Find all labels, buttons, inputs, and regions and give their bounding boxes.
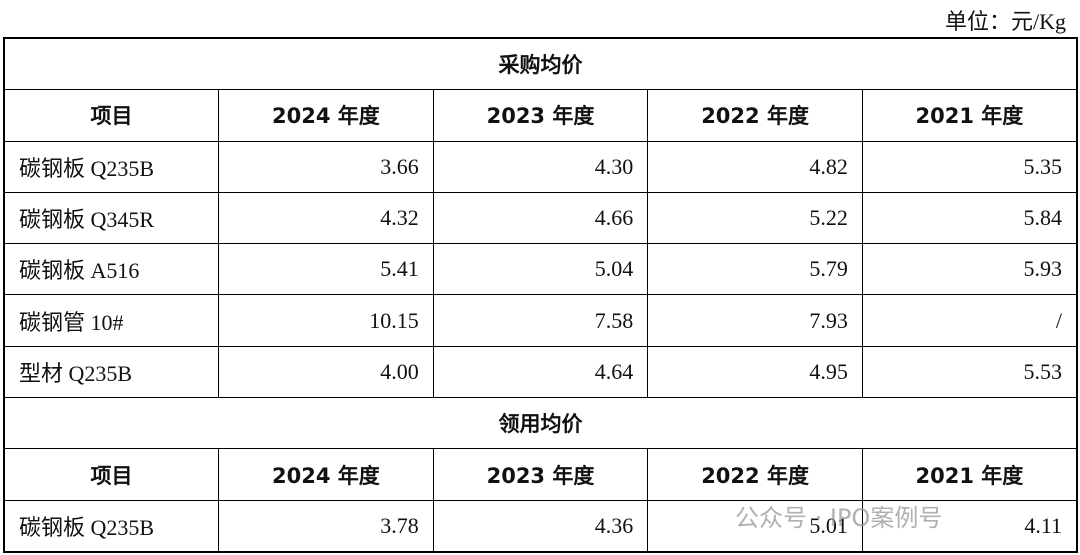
column-header: 2023 年度 (432, 89, 649, 142)
price-cell: 5.01 (647, 499, 863, 553)
price-cell: 7.58 (432, 294, 649, 347)
price-table: 采购均价 项目 2024 年度 2023 年度 2022 年度 2021 年度 碳钢板 Q2… (3, 37, 1078, 553)
table-body: 采购均价 项目 2024 年度 2023 年度 2022 年度 2021 年度 碳钢板 Q2… (3, 37, 1078, 553)
price-cell: 5.53 (861, 345, 1078, 399)
watermark: 公众号 · IPO案例号 (735, 504, 943, 532)
price-cell: 7.93 (647, 294, 863, 347)
data-row: 碳钢板 Q235B 3.78 4.36 5.01 4.11 (3, 499, 1078, 553)
price-cell: 5.41 (218, 243, 434, 296)
item-name: 碳钢板 Q235B (3, 499, 220, 553)
price-cell: / (861, 294, 1078, 347)
price-cell: 10.15 (218, 294, 434, 347)
unit-label: 单位：元/Kg (944, 9, 1066, 34)
data-row: 碳钢板 Q345R 4.32 4.66 5.22 5.84 (3, 191, 1078, 245)
column-header: 2024 年度 (218, 448, 434, 501)
data-row: 碳钢板 A516 5.41 5.04 5.79 5.93 (3, 243, 1078, 296)
price-cell: 5.35 (861, 140, 1078, 193)
item-name: 碳钢管 10# (3, 294, 220, 347)
price-cell: 4.64 (432, 345, 649, 399)
price-cell: 3.66 (218, 140, 434, 193)
price-cell: 5.93 (861, 243, 1078, 296)
section-title: 领用均价 (3, 397, 1078, 450)
section-title: 采购均价 (3, 37, 1078, 91)
item-name: 碳钢板 Q235B (3, 140, 220, 193)
price-cell: 4.32 (218, 191, 434, 245)
price-cell: 3.78 (218, 499, 434, 553)
price-cell: 4.00 (218, 345, 434, 399)
section-row: 领用均价 (3, 397, 1078, 450)
price-cell: 5.79 (647, 243, 863, 296)
item-name: 碳钢板 A516 (3, 243, 220, 296)
price-cell: 4.36 (432, 499, 649, 553)
price-cell: 5.04 (432, 243, 649, 296)
data-row: 碳钢管 10# 10.15 7.58 7.93/ (3, 294, 1078, 347)
price-cell: 4.66 (432, 191, 649, 245)
price-cell: 4.95 (647, 345, 863, 399)
column-header: 项目 (3, 89, 220, 142)
header-row: 项目 2024 年度 2023 年度 2022 年度 2021 年度 (3, 448, 1078, 501)
data-row: 型材 Q235B 4.00 4.64 4.95 5.53 (3, 345, 1078, 399)
price-cell: 4.11 (861, 499, 1078, 553)
column-header: 2021 年度 (861, 448, 1078, 501)
header-row: 项目 2024 年度 2023 年度 2022 年度 2021 年度 (3, 89, 1078, 142)
column-header: 2024 年度 (218, 89, 434, 142)
price-cell: 5.84 (861, 191, 1078, 245)
item-name: 型材 Q235B (3, 345, 220, 399)
price-cell: 5.22 (647, 191, 863, 245)
price-cell: 4.82 (647, 140, 863, 193)
column-header: 项目 (3, 448, 220, 501)
column-header: 2021 年度 (861, 89, 1078, 142)
data-row: 碳钢板 Q235B 3.66 4.30 4.82 5.35 (3, 140, 1078, 193)
column-header: 2023 年度 (432, 448, 649, 501)
item-name: 碳钢板 Q345R (3, 191, 220, 245)
column-header: 2022 年度 (647, 89, 863, 142)
price-cell: 4.30 (432, 140, 649, 193)
section-row: 采购均价 (3, 37, 1078, 91)
column-header: 2022 年度 (647, 448, 863, 501)
